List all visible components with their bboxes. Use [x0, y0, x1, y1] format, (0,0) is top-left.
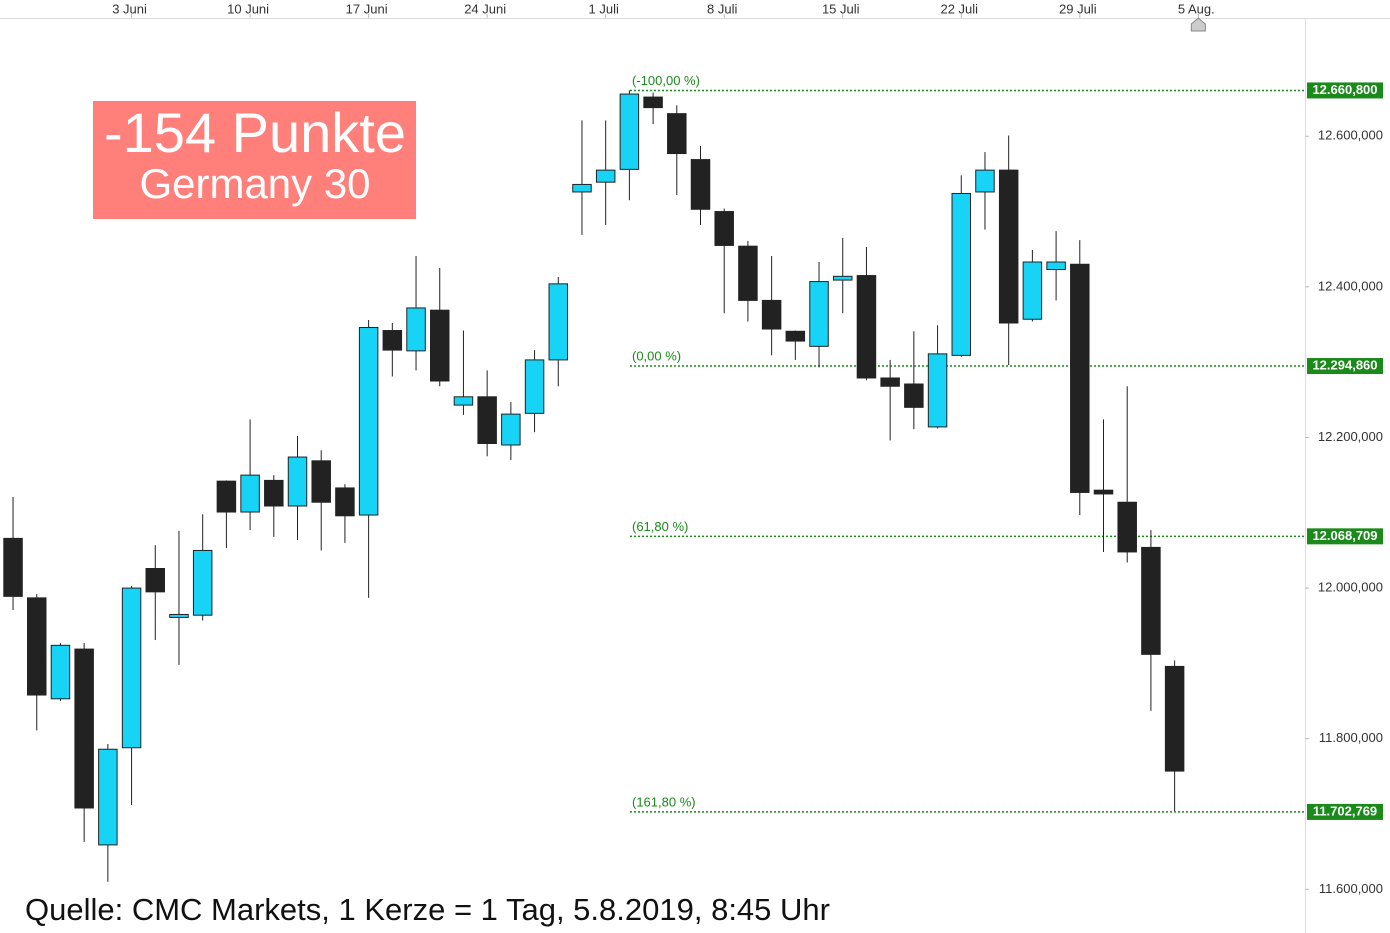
candle-body	[1046, 261, 1066, 271]
level-value-box	[1307, 82, 1383, 99]
candle-body	[335, 487, 355, 517]
candle-body	[50, 644, 71, 700]
candle-body	[169, 613, 189, 618]
candle-body	[975, 169, 995, 193]
level-value-label: 12.294,860	[1312, 357, 1377, 372]
candle-body	[1070, 263, 1090, 493]
x-tick-label: 3 Juni	[112, 1, 147, 16]
x-tick-label: 8 Juli	[707, 1, 737, 16]
candle-body	[26, 597, 47, 696]
candle-body	[690, 159, 711, 210]
level-value-label: 12.660,800	[1312, 82, 1377, 97]
x-tick-label: 5 Aug.	[1178, 1, 1215, 16]
x-tick-label: 29 Juli	[1059, 1, 1097, 16]
source-note: Quelle: CMC Markets, 1 Kerze = 1 Tag, 5.…	[25, 892, 830, 927]
candle-body	[1022, 261, 1043, 320]
level-value-box	[1307, 803, 1383, 820]
candle-body	[477, 396, 497, 444]
level-label: (0,00 %)	[632, 348, 681, 363]
candle-body	[904, 383, 924, 408]
candle-body	[667, 113, 687, 155]
candle-body	[216, 480, 237, 513]
annotation-title: -154 Punkte	[104, 101, 406, 164]
candle-body	[1141, 546, 1161, 655]
candle-body	[524, 359, 545, 414]
current-marker	[1190, 17, 1206, 32]
candle-body	[1164, 665, 1185, 772]
level-value-label: 11.702,769	[1313, 803, 1377, 818]
y-tick-label: 11.800,000	[1319, 730, 1383, 745]
x-tick-label: 10 Juni	[227, 1, 269, 16]
candle-body	[927, 353, 948, 428]
candle-body	[74, 648, 94, 809]
candle-body	[192, 549, 213, 616]
candle-body	[429, 309, 450, 382]
y-tick-label: 11.600,000	[1319, 881, 1383, 896]
candle-body	[738, 245, 758, 301]
candle-body	[998, 169, 1019, 324]
candle-body	[1117, 501, 1137, 553]
candle-body	[595, 169, 616, 183]
x-tick-label: 22 Juli	[940, 1, 978, 16]
level-value-label: 12.068,709	[1312, 528, 1377, 543]
candle-body	[406, 307, 426, 352]
candle-body	[287, 456, 308, 507]
candle-body	[3, 537, 23, 597]
candle-body	[453, 396, 474, 406]
candle-body	[1093, 489, 1114, 495]
candle-body	[951, 192, 972, 356]
x-tick-label: 15 Juli	[822, 1, 860, 16]
candle-body	[240, 474, 260, 513]
candle-body	[311, 460, 331, 503]
candle-body	[832, 275, 853, 281]
level-label: (-100,00 %)	[632, 73, 700, 88]
level-label: (61,80 %)	[632, 519, 688, 534]
candle-body	[785, 330, 806, 342]
candle-body	[98, 748, 118, 846]
candle-body	[643, 96, 663, 109]
level-value-box	[1307, 358, 1383, 375]
candle-body	[809, 281, 829, 347]
candle-body	[880, 377, 900, 387]
candle-body	[856, 275, 877, 379]
candle-body	[548, 283, 569, 361]
candle-body	[714, 211, 734, 246]
annotation-subtitle: Germany 30	[139, 160, 370, 207]
candle-body	[619, 93, 640, 170]
candle-body	[761, 299, 782, 330]
candle-body	[145, 568, 166, 593]
y-tick-label: 12.600,000	[1318, 128, 1383, 143]
x-tick-label: 24 Juni	[464, 1, 506, 16]
annotation-box	[93, 101, 416, 219]
level-value-box	[1307, 528, 1383, 545]
candle-body	[264, 479, 284, 507]
y-tick-label: 12.000,000	[1318, 580, 1383, 595]
x-tick-label: 17 Juni	[346, 1, 388, 16]
candle-body	[358, 327, 379, 516]
y-tick-label: 12.400,000	[1318, 278, 1383, 293]
y-tick-label: 12.200,000	[1318, 429, 1383, 444]
candle-body	[572, 183, 592, 193]
candle-body	[382, 330, 403, 351]
candle-body	[501, 413, 521, 446]
level-label: (161,80 %)	[632, 794, 696, 809]
x-tick-label: 1 Juli	[589, 1, 619, 16]
candle-body	[121, 587, 142, 749]
plot-area: 11.600,000 11.800,000 12.000,000 12.200,000…	[3, 1, 1383, 896]
